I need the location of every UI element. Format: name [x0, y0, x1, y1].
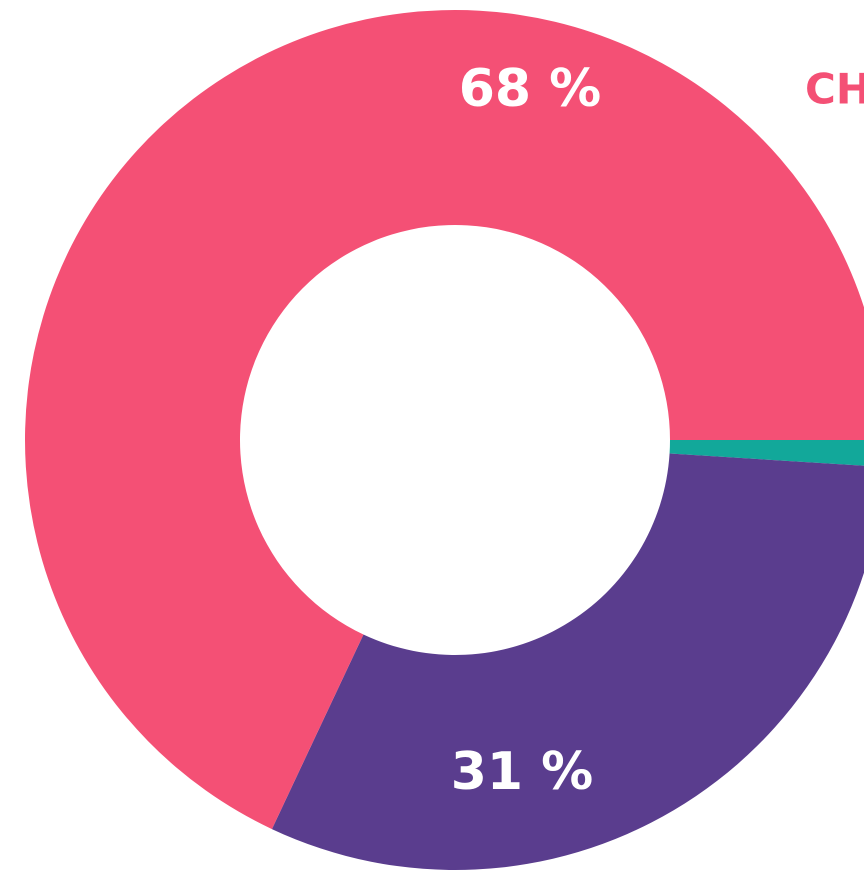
donut-slice	[271, 453, 864, 870]
donut	[25, 10, 864, 870]
slice-label: 68 %	[459, 59, 602, 119]
donut-slice	[25, 10, 864, 830]
donut-slice	[669, 440, 864, 466]
slice-label: 31 %	[451, 742, 594, 802]
legend-label: CH	[805, 65, 864, 114]
